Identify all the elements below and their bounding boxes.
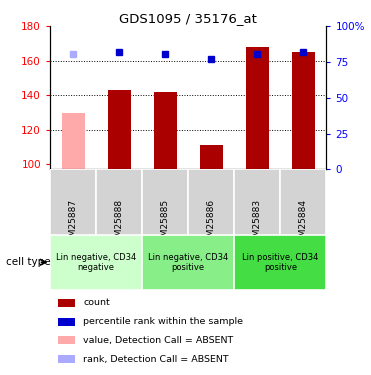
Bar bbox=[58, 336, 75, 344]
Bar bbox=[246, 47, 269, 170]
Bar bbox=[154, 92, 177, 170]
Text: GSM25887: GSM25887 bbox=[69, 199, 78, 248]
Bar bbox=[142, 170, 188, 234]
Text: GSM25885: GSM25885 bbox=[161, 199, 170, 248]
Text: GSM25886: GSM25886 bbox=[207, 199, 216, 248]
Text: rank, Detection Call = ABSENT: rank, Detection Call = ABSENT bbox=[83, 354, 229, 363]
Bar bbox=[188, 170, 234, 234]
Bar bbox=[58, 318, 75, 326]
Bar bbox=[96, 170, 142, 234]
Bar bbox=[108, 90, 131, 170]
Text: GSM25888: GSM25888 bbox=[115, 199, 124, 248]
Bar bbox=[234, 170, 280, 234]
Text: GSM25883: GSM25883 bbox=[253, 199, 262, 248]
Bar bbox=[142, 234, 234, 290]
Title: GDS1095 / 35176_at: GDS1095 / 35176_at bbox=[119, 12, 257, 25]
Bar bbox=[234, 234, 326, 290]
Text: Lin positive, CD34
positive: Lin positive, CD34 positive bbox=[242, 252, 319, 272]
Text: GSM25884: GSM25884 bbox=[299, 199, 308, 248]
Bar bbox=[50, 234, 142, 290]
Text: count: count bbox=[83, 298, 110, 307]
Bar bbox=[62, 112, 85, 170]
Bar bbox=[58, 355, 75, 363]
Bar bbox=[292, 52, 315, 170]
Bar bbox=[200, 145, 223, 170]
Text: percentile rank within the sample: percentile rank within the sample bbox=[83, 317, 243, 326]
Text: Lin negative, CD34
positive: Lin negative, CD34 positive bbox=[148, 252, 229, 272]
Bar bbox=[50, 170, 96, 234]
Text: Lin negative, CD34
negative: Lin negative, CD34 negative bbox=[56, 252, 136, 272]
Bar bbox=[58, 299, 75, 307]
Text: cell type: cell type bbox=[6, 257, 51, 267]
Bar bbox=[280, 170, 326, 234]
Text: value, Detection Call = ABSENT: value, Detection Call = ABSENT bbox=[83, 336, 233, 345]
